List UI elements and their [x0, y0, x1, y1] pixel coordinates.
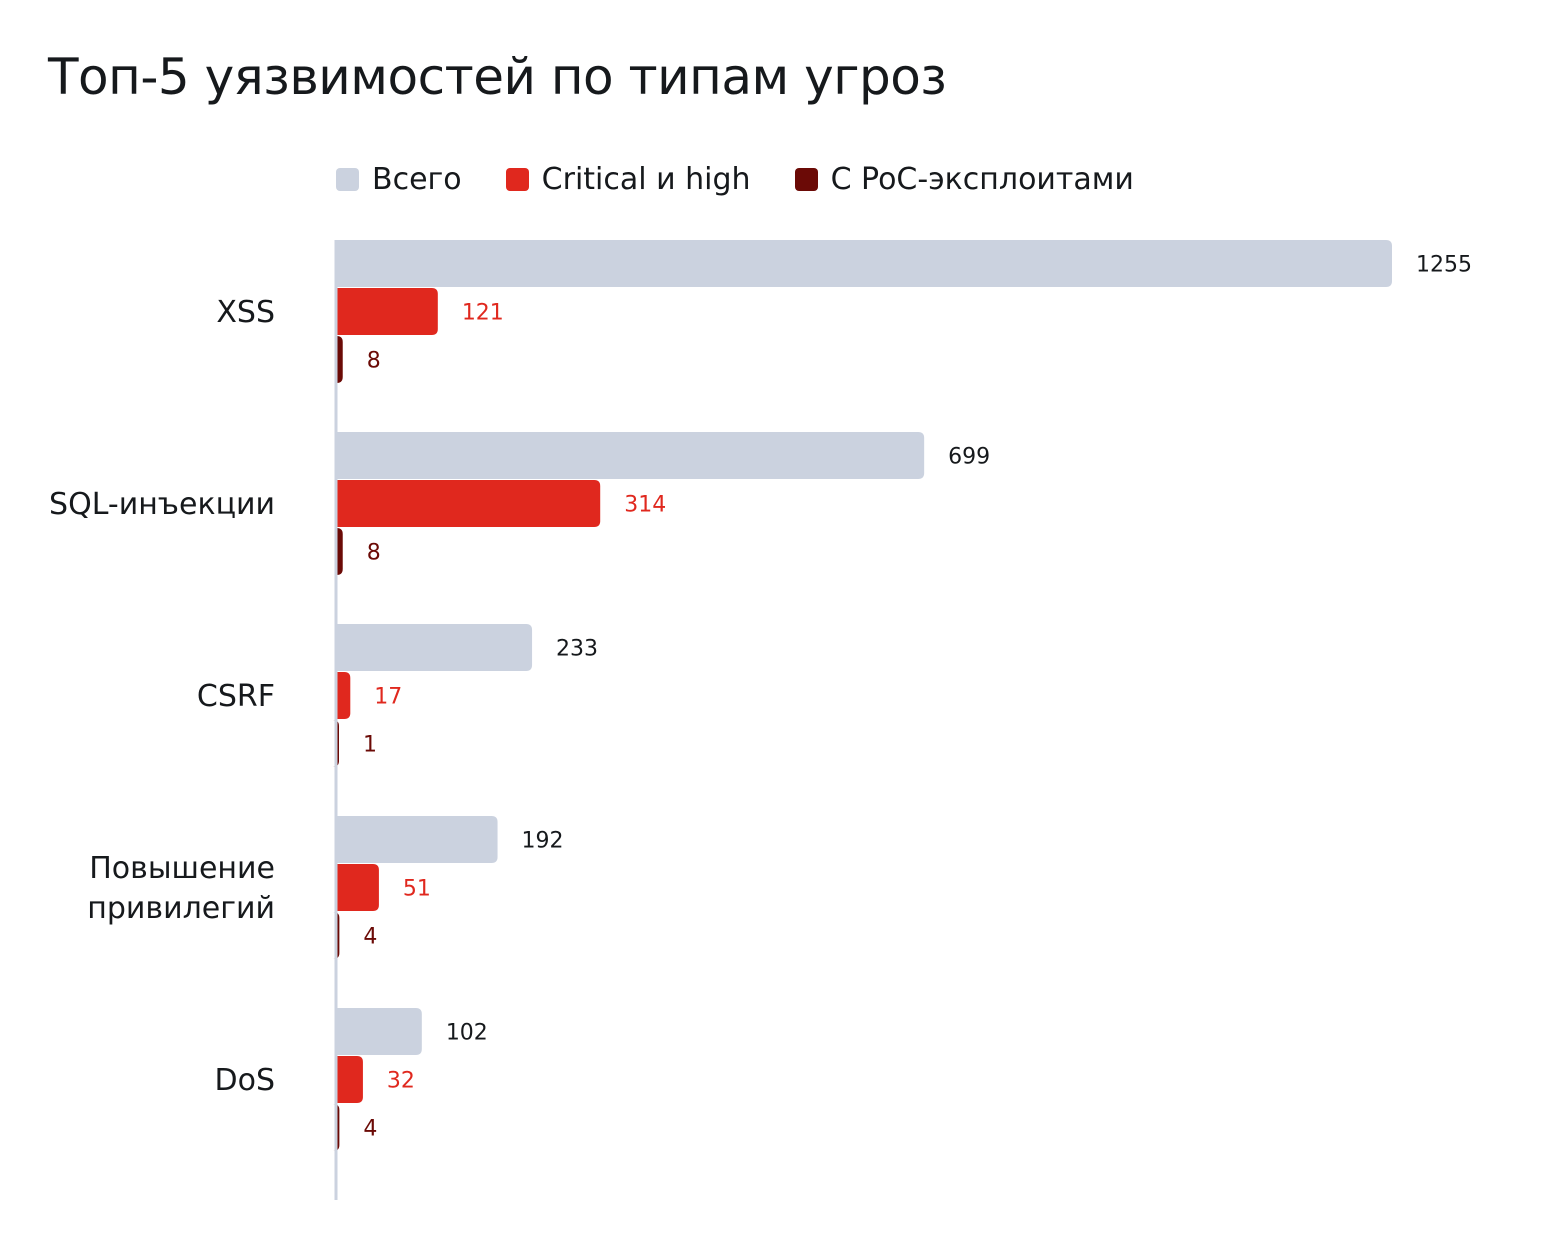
category-label: XSS	[216, 295, 275, 330]
bar	[336, 432, 925, 479]
data-label: 102	[446, 1021, 488, 1046]
bar	[336, 1056, 363, 1103]
bar	[336, 624, 533, 671]
data-label: 32	[387, 1069, 415, 1094]
bar	[336, 528, 343, 575]
category-label: CSRF	[197, 679, 275, 714]
legend-label-poc: С PoC-эксплоитами	[830, 162, 1134, 197]
data-label: 121	[462, 301, 504, 326]
bar	[336, 1008, 422, 1055]
legend: Всего Critical и high С PoC-эксплоитами	[336, 162, 1134, 197]
bar	[336, 480, 601, 527]
data-label: 8	[367, 541, 381, 566]
data-label: 1255	[1416, 253, 1472, 278]
data-label: 699	[948, 445, 990, 470]
category-label: SQL-инъекции	[49, 487, 275, 522]
bar	[336, 288, 438, 335]
category-label: DoS	[215, 1063, 276, 1098]
legend-item-critical: Critical и high	[505, 162, 751, 197]
legend-item-total: Всего	[336, 162, 462, 197]
data-label: 17	[374, 685, 402, 710]
bar	[336, 240, 1392, 287]
bar	[336, 864, 379, 911]
data-label: 8	[367, 349, 381, 374]
category-label: Повышение	[89, 851, 275, 886]
data-label: 233	[556, 637, 598, 662]
data-label: 1	[363, 733, 377, 758]
data-label: 51	[403, 877, 431, 902]
data-label: 4	[363, 1117, 377, 1142]
bar	[336, 816, 498, 863]
legend-label-critical: Critical и high	[541, 162, 751, 197]
legend-swatch-critical	[505, 168, 529, 191]
category-label: привилегий	[87, 891, 275, 926]
legend-item-poc: С PoC-эксплоитами	[794, 162, 1134, 197]
chart-title: Топ-5 уязвимостей по типам угроз	[48, 48, 947, 106]
legend-label-total: Всего	[372, 162, 462, 197]
bar	[336, 336, 343, 383]
legend-swatch-total	[336, 168, 359, 191]
data-label: 4	[363, 925, 377, 950]
bar	[336, 672, 351, 719]
legend-swatch-poc	[794, 168, 818, 191]
data-label: 192	[522, 829, 564, 854]
data-label: 314	[624, 493, 666, 518]
